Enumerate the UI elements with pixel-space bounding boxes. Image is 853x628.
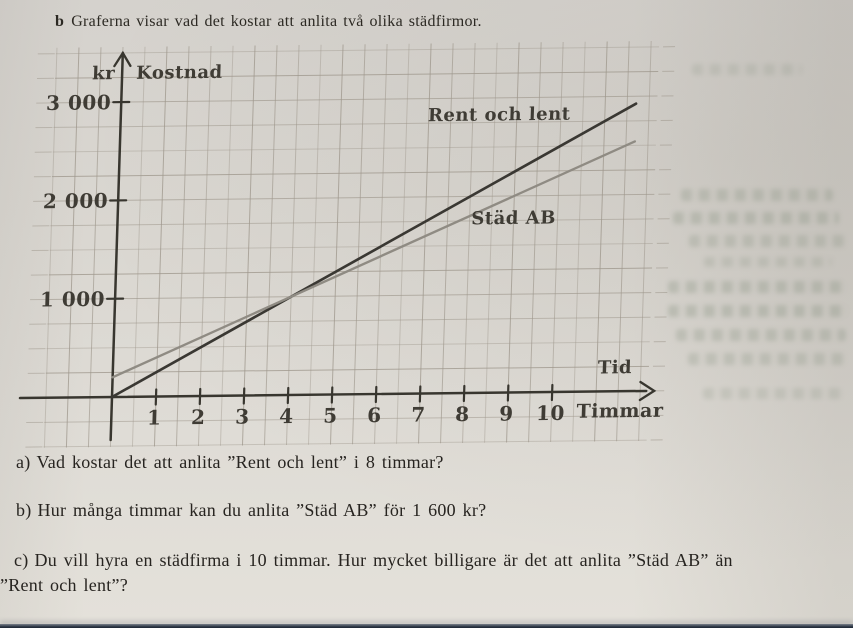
x-axis-title: Tid	[597, 357, 632, 378]
bleed-through-smudge	[704, 257, 832, 267]
y-axis-unit-label: kr	[92, 63, 116, 84]
y-tick-label: 1 000	[40, 287, 106, 312]
y-axis-arrow	[113, 50, 132, 68]
question-b: b) Hur många timmar kan du anlita ”Städ A…	[16, 498, 486, 523]
exercise-title: b Graferna visar vad det kostar att anlit…	[55, 13, 482, 31]
series-label: Rent och lent	[428, 104, 571, 127]
x-tick-label: 8	[455, 402, 470, 426]
x-axis-unit-label: Timmar	[576, 400, 664, 423]
exercise-letter: b	[55, 13, 65, 30]
question-a-text: Vad kostar det att anlita ”Rent och lent…	[36, 452, 444, 472]
x-tick-label: 1	[147, 405, 162, 429]
x-tick-label: 3	[235, 404, 250, 428]
y-tick-label: 2 000	[43, 189, 109, 214]
question-a: a) Vad kostar det att anlita ”Rent och le…	[16, 450, 444, 475]
axes	[18, 50, 657, 442]
x-tick-label: 10	[536, 401, 566, 425]
exercise-title-text: Graferna visar vad det kostar att anlita…	[71, 13, 482, 30]
series-line	[110, 102, 638, 399]
series-st-d-ab: Städ AB	[111, 140, 637, 379]
x-tick-label: 6	[367, 403, 382, 427]
x-tick-label: 5	[323, 403, 338, 427]
question-b-label: b)	[16, 500, 32, 520]
cost-comparison-chart: 1 2 3 4 5 6 7 8 9 10 1 000 2 000 3 000 kr Kostnad Tid Ti…	[18, 41, 676, 448]
y-tick-label: 3 000	[46, 90, 112, 115]
bleed-through-smudge	[689, 235, 845, 247]
question-b-text: Hur många timmar kan du anlita ”Städ AB”…	[37, 500, 487, 520]
question-c: c) Du vill hyra en städfirma i 10 timmar.…	[0, 548, 853, 598]
series-label: Städ AB	[471, 207, 556, 229]
question-c-text-line2: ”Rent och lent”?	[0, 575, 128, 595]
x-axis-arrow	[638, 380, 657, 402]
bleed-through-smudge	[673, 212, 839, 224]
x-tick-label: 4	[279, 404, 294, 428]
bleed-through-smudge	[668, 281, 846, 293]
series-rent-och-lent: Rent och lent	[110, 102, 638, 399]
y-axis-title: Kostnad	[136, 62, 223, 84]
question-c-label: c)	[14, 550, 29, 570]
bleed-through-smudge	[688, 353, 846, 365]
x-tick-label: 9	[499, 401, 514, 425]
x-tick-label: 7	[411, 402, 426, 426]
bleed-through-smudge	[681, 189, 833, 201]
x-tick-label: 2	[191, 405, 206, 429]
question-a-label: a)	[16, 452, 31, 472]
paper-bottom-edge	[0, 624, 853, 628]
series-line	[111, 140, 637, 379]
question-c-text: Du vill hyra en städfirma i 10 timmar. H…	[34, 550, 733, 570]
bleed-through-smudge	[703, 388, 845, 399]
bleed-through-smudge	[676, 329, 846, 341]
bleed-through-smudge	[668, 305, 848, 317]
bleed-through-smudge	[692, 64, 802, 75]
chart-root: 1 2 3 4 5 6 7 8 9 10 1 000 2 000 3 000 kr Kostnad Tid Ti…	[18, 41, 676, 448]
